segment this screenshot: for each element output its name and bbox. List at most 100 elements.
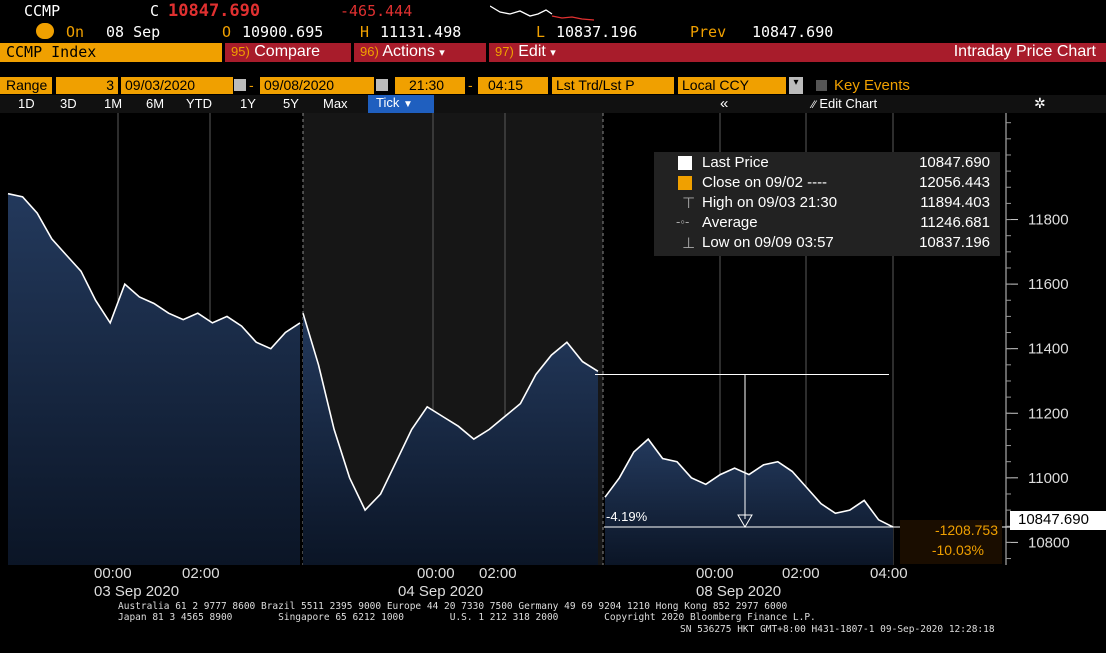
last-price-tag: 10847.690 — [1010, 511, 1106, 530]
x-date-label: 04 Sep 2020 — [398, 583, 484, 600]
compare-label: Compare — [254, 43, 321, 60]
period-3d[interactable]: 3D — [60, 96, 77, 111]
period-1d[interactable]: 1D — [18, 96, 35, 111]
y-axis: 11800 11600 11400 11200 11000 10800 — [1005, 113, 1070, 565]
actions-label: Actions — [382, 43, 435, 60]
x-tick-label: 00:00 — [417, 565, 455, 582]
legend-value-average: 11246.681 — [920, 214, 990, 231]
edit-bar: 97) Edit ▾ Intraday Price Chart — [489, 43, 1106, 62]
range-bar: Range 3 09/03/2020 - 09/08/2020 21:30 - … — [0, 77, 1106, 95]
quote-date: 08 Sep — [106, 23, 161, 41]
period-6m[interactable]: 6M — [146, 96, 165, 111]
average-marker-icon: -◦- — [676, 214, 690, 229]
compare-number: 95) — [231, 44, 250, 59]
price-line-series — [604, 437, 894, 528]
legend-value-close: 12056.443 — [919, 174, 990, 191]
footer-line-2: Japan 81 3 4565 8900 Singapore 65 6212 1… — [118, 612, 816, 623]
open-value: 10900.695 — [242, 23, 324, 41]
x-tick-label: 00:00 — [696, 565, 734, 582]
currency-select[interactable]: Local CCY — [678, 77, 786, 94]
end-date-input[interactable]: 09/08/2020 — [260, 77, 374, 94]
quote-header: CCMP C 10847.690 -465.444 — [0, 0, 1106, 22]
range-number[interactable]: 3 — [56, 77, 118, 94]
change-percent-label: -10.03% — [931, 542, 984, 558]
prev-label: Prev — [690, 23, 727, 41]
tick-select[interactable]: Tick ▼ — [368, 95, 434, 113]
edit-button[interactable]: 97) Edit ▾ — [489, 43, 556, 60]
price-area-fill — [303, 313, 598, 565]
x-tick-label: 04:00 — [870, 565, 908, 582]
y-tick-label: 11400 — [1028, 341, 1069, 358]
chart-edit-icon: ⁄⁄ — [812, 99, 816, 111]
open-prefix: O — [222, 23, 232, 41]
range-label: Range — [0, 77, 52, 94]
edit-chart-button[interactable]: ⁄⁄ Edit Chart — [812, 96, 877, 111]
change-annotation: -1208.753 -10.03% — [900, 520, 1002, 564]
legend-label-last: Last Price — [702, 154, 769, 171]
start-date-input[interactable]: 09/03/2020 — [121, 77, 233, 94]
period-1y[interactable]: 1Y — [240, 96, 256, 111]
chart-title: Intraday Price Chart — [953, 43, 1096, 60]
low-value: 10837.196 — [556, 23, 638, 41]
chevron-down-icon: ▾ — [439, 47, 445, 59]
low-marker-icon: ⊥ — [682, 235, 696, 252]
edit-label: Edit — [518, 43, 546, 60]
period-max[interactable]: Max — [323, 96, 348, 111]
toolbar: CCMP Index 95) Compare 96) Actions ▾ 97)… — [0, 42, 1106, 63]
x-date-label: 03 Sep 2020 — [94, 583, 180, 600]
actions-button[interactable]: 96) Actions ▾ — [354, 43, 486, 62]
time-dash: - — [468, 77, 473, 93]
x-date-label: 08 Sep 2020 — [696, 583, 782, 600]
change-value-label: -1208.753 — [934, 522, 998, 538]
key-events-checkbox[interactable] — [816, 80, 827, 91]
index-name: CCMP Index — [6, 43, 97, 61]
edit-number: 97) — [495, 44, 514, 59]
period-1m[interactable]: 1M — [104, 96, 123, 111]
y-tick-label: 11800 — [1028, 212, 1069, 229]
chevron-down-icon: ▾ — [550, 47, 556, 59]
percent-drop-label: -4.19% — [606, 509, 648, 524]
price-area-fill — [8, 193, 300, 565]
legend-value-low: 10837.196 — [919, 234, 990, 251]
actions-number: 96) — [360, 44, 379, 59]
y-tick-label: 11200 — [1028, 405, 1069, 422]
legend-value-high: 11894.403 — [920, 194, 990, 211]
calendar-icon[interactable] — [234, 79, 246, 91]
end-time-input[interactable]: 04:15 — [478, 77, 548, 94]
footer-line-1: Australia 61 2 9777 8600 Brazil 5511 239… — [118, 601, 788, 612]
price-mode-select[interactable]: Lst Trd/Lst P — [552, 77, 674, 94]
low-prefix: L — [536, 23, 546, 41]
price-line-series — [302, 312, 599, 512]
change-value: -465.444 — [340, 2, 413, 20]
price-area-fill — [605, 439, 893, 565]
compare-button[interactable]: 95) Compare — [225, 43, 351, 62]
x-tick-label: 00:00 — [94, 565, 132, 582]
y-tick-label: 11600 — [1028, 276, 1069, 293]
gear-icon[interactable]: ✲ — [1034, 95, 1046, 111]
period-5y[interactable]: 5Y — [283, 96, 299, 111]
chevron-down-icon[interactable]: ▾ — [789, 77, 803, 94]
start-time-input[interactable]: 21:30 — [395, 77, 465, 94]
price-line — [7, 192, 894, 528]
x-tick-label: 02:00 — [479, 565, 517, 582]
key-events-label: Key Events — [834, 77, 910, 94]
calendar-icon[interactable] — [376, 79, 388, 91]
quote-subheader: On 08 Sep O 10900.695 H 11131.498 L 1083… — [0, 22, 1106, 42]
price-chart: 11800 11600 11400 11200 11000 10800 — [7, 113, 1070, 565]
price-line-series — [7, 192, 301, 350]
close-prefix: C — [150, 2, 160, 20]
collapse-icon[interactable]: « — [720, 95, 729, 112]
legend-label-close: Close on 09/02 ---- — [702, 174, 828, 191]
drop-arrow-head — [737, 514, 753, 528]
range-dash: - — [249, 77, 254, 93]
legend-value-last: 10847.690 — [919, 154, 990, 171]
prev-value: 10847.690 — [752, 23, 834, 41]
x-axis: 00:00 02:00 00:00 02:00 00:00 02:00 04:0… — [0, 565, 1106, 601]
on-label: On — [66, 23, 85, 41]
period-ytd[interactable]: YTD — [186, 96, 212, 111]
close-swatch — [678, 176, 692, 190]
high-value: 11131.498 — [380, 23, 462, 41]
sparkline — [490, 5, 595, 21]
x-tick-label: 02:00 — [782, 565, 820, 582]
security-field[interactable]: CCMP Index — [0, 43, 222, 62]
